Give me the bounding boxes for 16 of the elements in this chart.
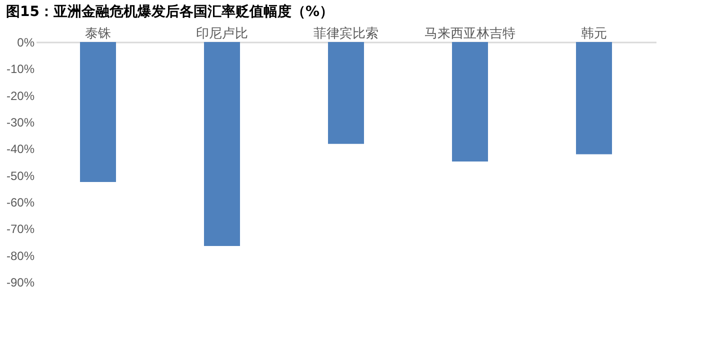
y-tick-label: -70%: [6, 222, 35, 236]
y-tick-label: -10%: [6, 62, 35, 76]
x-tick-label: 菲律宾比索: [314, 26, 378, 42]
y-tick-label: 0%: [17, 36, 35, 50]
y-tick-label: -50%: [6, 168, 35, 183]
x-tick-label: 马来西亚林吉特: [424, 26, 516, 42]
y-tick-label: -20%: [6, 88, 35, 103]
x-tick-label: 印尼卢比: [196, 26, 248, 42]
x-tick-label: 韩元: [581, 26, 607, 42]
x-tick-label: 泰铢: [85, 26, 111, 42]
y-tick-label: -80%: [6, 248, 35, 263]
y-tick-label: -90%: [6, 276, 35, 290]
chart-title: 图15：亚洲金融危机爆发后各国汇率贬值幅度（%）: [6, 3, 334, 20]
y-tick-label: -30%: [6, 116, 35, 130]
y-tick-label: -60%: [6, 196, 35, 210]
y-tick-label: -40%: [6, 142, 35, 156]
